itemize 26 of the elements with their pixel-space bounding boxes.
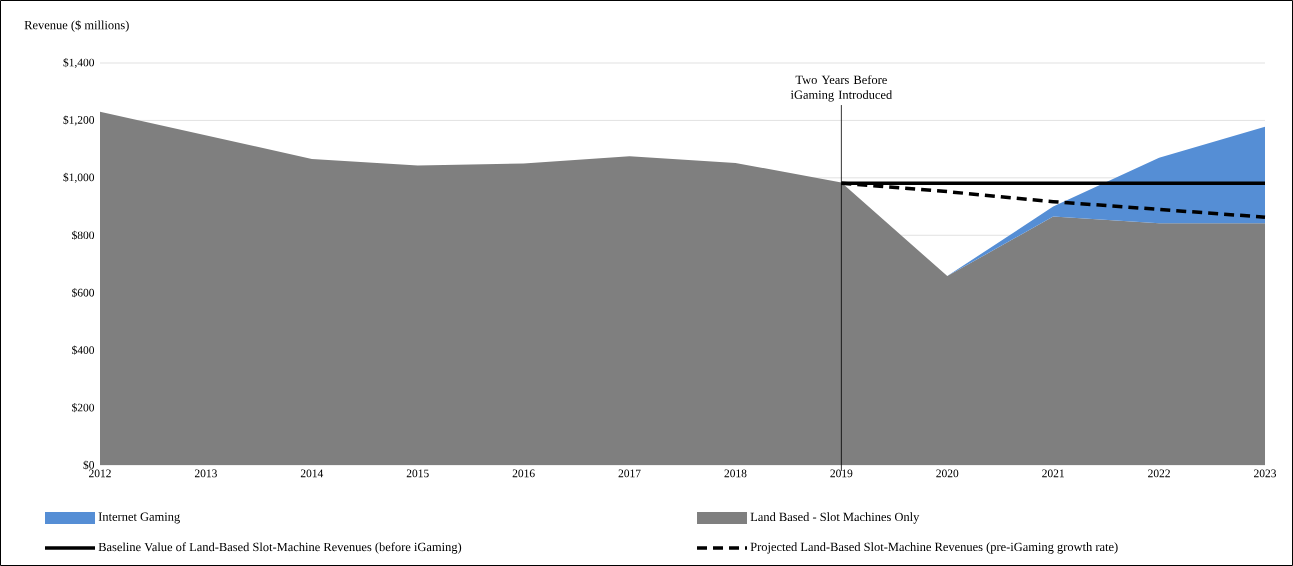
x-tick-label: 2021	[1042, 469, 1064, 478]
y-tick-label: $600	[72, 288, 95, 298]
legend-label: Land Based - Slot Machines Only	[750, 512, 920, 524]
ref-line-label: Two Years Before iGaming Introduced	[790, 75, 893, 102]
x-tick-label: 2023	[1254, 469, 1277, 478]
y-tick-label: $800	[72, 230, 95, 240]
x-tick-label: 2017	[618, 469, 641, 478]
y-tick-label: $1,000	[63, 172, 95, 183]
x-tick-label: 2015	[406, 469, 429, 478]
y-tick-label: $1,400	[63, 57, 95, 69]
y-tick-label: $1,200	[63, 115, 95, 126]
x-tick-label: 2022	[1148, 469, 1170, 478]
x-tick-label: 2013	[194, 469, 217, 478]
y-axis-title: Revenue ($ millions)	[24, 20, 129, 32]
y-tick-label: $400	[72, 345, 95, 355]
legend-label: Internet Gaming	[98, 512, 180, 524]
x-tick-label: 2019	[830, 469, 853, 478]
x-tick-label: 2018	[724, 469, 747, 478]
legend-label: Projected Land-Based Slot-Machine Revenues (pre-iGaming growth rate)	[750, 542, 1118, 554]
y-tick-label: $0	[83, 460, 95, 470]
y-tick-label: $200	[72, 402, 95, 413]
x-tick-label: 2012	[89, 469, 111, 478]
x-tick-label: 2016	[512, 469, 535, 478]
legend-label: Baseline Value of Land-Based Slot-Machine Revenues (before iGaming)	[98, 542, 462, 554]
x-tick-label: 2020	[936, 469, 959, 478]
x-tick-label: 2014	[300, 469, 324, 478]
